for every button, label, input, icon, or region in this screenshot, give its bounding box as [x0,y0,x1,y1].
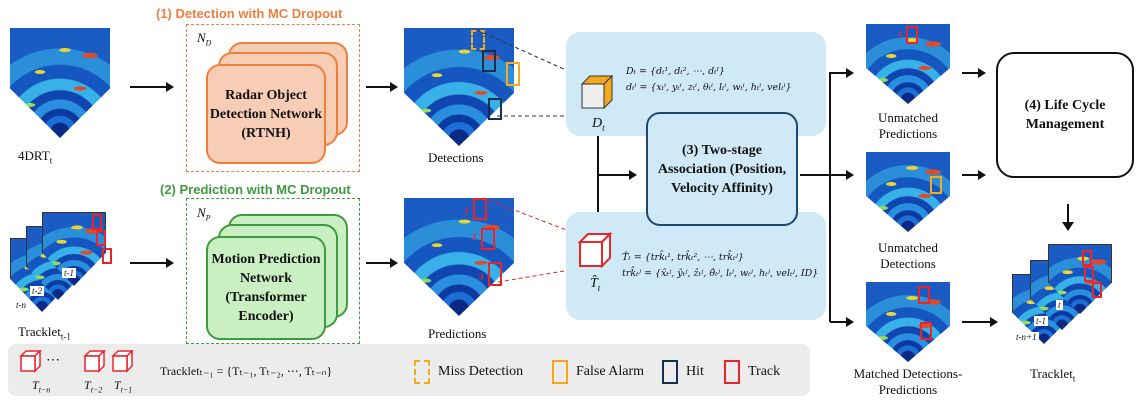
legend-dots: ⋯ [46,353,60,368]
prediction-marker: 2 [472,232,477,242]
track-box [481,228,495,250]
prediction-module-border [186,198,360,344]
tracklet-track-box [1092,282,1102,298]
matched-label: Matched Detections-Predictions [853,366,963,397]
legend-false-alarm-label: False Alarm [576,364,645,379]
track-set-formula: T̂ₜ = {trk̂ₜ¹, trk̂ₜ², ⋯, trk̂ₜʲ} [622,252,744,263]
prediction-marker: 1 [898,30,903,40]
legend-track-label: Track [748,364,781,379]
track-box [906,26,918,44]
detection-module-border [186,24,360,172]
frame-label: t-1 [1034,316,1048,326]
association-box: (3) Two-stage Association (Position, Vel… [646,112,798,226]
tracklet-input-label: Tracklett-1 [18,324,71,342]
predictions-panel [566,212,826,320]
legend-t2: Tt−2 [84,378,103,395]
input-radar-label: 4DRTt [18,148,53,166]
prediction-title: (2) Prediction with MC Dropout [160,182,351,197]
detection-network: Radar Object Detection Network (RTNH) [206,64,326,164]
arrow-down-icon [1062,222,1074,231]
arrow-right-icon [130,82,174,92]
arrow-right-icon [830,170,854,180]
hit-box [488,98,502,120]
prediction-network: Motion Prediction Network (Transformer E… [206,236,326,340]
track-box [920,322,932,340]
track-box [918,286,930,304]
legend-miss-detection: Miss Detection [414,360,523,384]
arrow-right-icon [130,258,174,268]
tracklet-track-box [92,214,102,230]
legend-tn: Tt−n [32,378,51,395]
unmatched-predictions-label: Unmatched Predictions [878,110,938,141]
track-cube-icon [19,350,42,373]
track-set-symbol: T̂t [590,276,601,293]
prediction-marker: 3 [479,272,484,282]
lifecycle-box: (4) Life Cycle Management [996,52,1134,178]
track-cube-icon [111,350,134,373]
detection-n-label: ND [197,30,212,48]
legend-hit: Hit [662,360,704,384]
prediction-marker: 1 [464,206,469,216]
track-cube-icon [83,350,106,373]
legend-miss-label: Miss Detection [438,364,524,379]
detections-label: Detections [428,150,484,165]
legend-hit-label: Hit [686,364,704,379]
tracklet-track-box [1082,250,1092,266]
track-item-formula: trk̂ₜʲ = {x̂ₜʲ, ŷₜʲ, ẑₜʲ, θ̂ₜʲ, lₜʲ, w… [622,268,819,279]
connector-line [829,72,831,322]
connector-line [1067,204,1069,224]
arrow-right-icon [830,68,854,78]
legend-false-alarm: False Alarm [552,360,644,384]
detection-set-formula: Dₜ = {dₜ¹, dₜ², ⋯, dₜᴵ} [626,66,725,77]
tracklet-output-label: Tracklett [1030,366,1076,384]
detection-title: (1) Detection with MC Dropout [156,6,343,21]
arrow-right-icon [366,82,398,92]
legend-track: Track [724,360,780,384]
arrow-right-icon [830,317,854,327]
predictions-label: Predictions [428,326,487,341]
legend-tracklet-definition: Trackletₜ₋₁ = {Tₜ₋₁, Tₜ₋₂, ⋯, Tₜ₋ₙ} [160,364,333,378]
arrow-right-icon [366,258,398,268]
arrow-right-icon [962,317,998,327]
connector-line [800,174,830,176]
frame-label: t-n+1 [1014,332,1039,342]
tracklet-track-box [1084,266,1094,282]
tracklet-track-box [102,248,112,264]
detection-item-formula: dₜⁱ = {xₜⁱ, yₜⁱ, zₜⁱ, θₜⁱ, lₜⁱ, wₜⁱ, hₜⁱ… [626,82,792,93]
arrow-right-icon [962,68,986,78]
frame-label: t-n [14,300,28,310]
legend-t1: Tt−1 [114,378,133,395]
frame-label: t-2 [30,286,44,296]
frame-label: t [1056,300,1063,310]
unmatched-detections-label: Unmatched Detections [878,240,938,271]
track-box [473,198,487,220]
track-cube-icon [577,232,613,269]
arrow-right-icon [597,170,637,180]
false-alarm-box [930,176,942,194]
detection-set-symbol: Dt [592,116,605,133]
arrow-right-icon [962,170,986,180]
miss-detection-swatch [414,360,430,384]
tracklet-track-box [96,230,106,246]
hit-swatch [662,360,678,384]
track-box [488,262,502,286]
frame-label: t-1 [62,268,76,278]
hit-box [482,50,496,72]
miss-detection-box [471,30,485,50]
prediction-n-label: NP [197,205,211,223]
false-alarm-box [506,62,520,86]
detection-cube-icon [580,74,614,110]
track-swatch [724,360,740,384]
false-alarm-swatch [552,360,568,384]
